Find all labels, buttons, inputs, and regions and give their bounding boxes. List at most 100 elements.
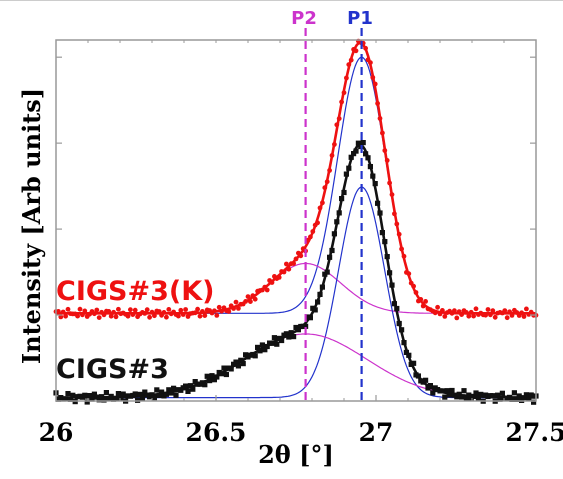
data-point-0 — [298, 253, 304, 259]
data-point-1 — [168, 390, 174, 396]
data-point-1 — [291, 334, 297, 340]
plot-frame — [55, 39, 537, 402]
data-point-1 — [403, 349, 409, 355]
data-point-1 — [427, 383, 433, 389]
data-point-0 — [291, 261, 296, 266]
data-point-0 — [106, 309, 112, 314]
data-point-0 — [101, 312, 107, 318]
data-point-1 — [149, 392, 155, 398]
data-point-1 — [87, 393, 93, 399]
data-point-1 — [471, 393, 477, 399]
data-point-1 — [401, 340, 407, 346]
data-point-1 — [255, 344, 261, 350]
data-point-0 — [519, 310, 524, 316]
data-point-1 — [375, 200, 381, 206]
data-point-1 — [108, 393, 114, 399]
data-point-1 — [348, 154, 354, 160]
x-tick-label: 26 — [39, 418, 74, 447]
data-point-1 — [343, 171, 349, 177]
data-point-0 — [276, 275, 282, 280]
data-point-1 — [370, 173, 376, 179]
fit-curve-0 — [56, 41, 536, 315]
data-point-1 — [391, 301, 397, 307]
data-point-1 — [531, 399, 537, 405]
data-point-1 — [387, 270, 393, 276]
data-point-1 — [214, 374, 220, 380]
data-point-0 — [344, 75, 349, 81]
data-point-0 — [178, 307, 184, 313]
data-point-0 — [418, 297, 424, 302]
data-point-1 — [259, 342, 265, 348]
data-point-0 — [435, 304, 440, 310]
data-point-1 — [327, 254, 333, 260]
data-point-1 — [444, 388, 450, 394]
data-point-1 — [91, 391, 97, 397]
data-point-0 — [80, 312, 85, 318]
data-point-0 — [142, 311, 148, 316]
data-point-1 — [219, 371, 225, 377]
data-point-0 — [401, 253, 407, 259]
data-point-0 — [411, 283, 416, 289]
data-point-0 — [94, 307, 100, 313]
data-point-1 — [303, 323, 309, 329]
data-point-0 — [394, 221, 400, 227]
data-point-1 — [63, 396, 69, 402]
data-point-1 — [82, 392, 88, 398]
data-point-1 — [190, 386, 196, 392]
data-point-1 — [355, 140, 361, 146]
data-point-0 — [406, 271, 412, 277]
data-point-1 — [207, 378, 213, 384]
data-point-1 — [99, 394, 105, 400]
y-axis-title: Intensity [Arb units] — [17, 88, 46, 364]
data-point-1 — [238, 357, 244, 363]
series-label-cigs3: CIGS#3 — [56, 354, 169, 385]
data-point-0 — [245, 294, 251, 299]
data-point-1 — [466, 392, 472, 398]
data-point-1 — [84, 399, 90, 405]
data-point-1 — [528, 392, 534, 398]
data-point-0 — [269, 280, 275, 285]
data-point-0 — [524, 306, 529, 312]
data-point-1 — [204, 373, 210, 379]
data-point-0 — [233, 299, 239, 305]
x-tick-label: 27.5 — [506, 418, 563, 447]
data-point-1 — [252, 353, 258, 359]
data-point-0 — [334, 122, 340, 128]
data-point-0 — [346, 62, 352, 67]
data-point-1 — [185, 388, 191, 394]
data-point-0 — [308, 234, 313, 240]
data-point-0 — [197, 313, 203, 319]
data-point-0 — [389, 192, 395, 198]
data-point-0 — [176, 313, 181, 319]
data-point-1 — [262, 347, 268, 353]
data-point-0 — [214, 313, 220, 318]
data-point-0 — [132, 307, 138, 313]
data-point-1 — [447, 392, 453, 398]
data-point-1 — [449, 387, 455, 394]
data-point-0 — [180, 312, 186, 317]
data-point-0 — [113, 314, 119, 320]
data-point-0 — [490, 308, 496, 314]
data-point-0 — [75, 313, 80, 319]
data-point-0 — [454, 315, 460, 321]
data-point-1 — [120, 391, 126, 397]
data-point-0 — [502, 308, 508, 313]
data-point-1 — [415, 373, 421, 379]
data-point-0 — [195, 306, 201, 312]
data-point-0 — [161, 310, 167, 315]
data-point-0 — [317, 205, 323, 211]
data-point-0 — [492, 314, 498, 320]
data-point-1 — [142, 389, 148, 395]
data-point-0 — [147, 314, 153, 320]
data-point-1 — [271, 335, 277, 341]
data-point-1 — [511, 390, 517, 396]
data-point-0 — [452, 308, 457, 314]
data-point-0 — [149, 309, 155, 315]
data-point-0 — [437, 311, 443, 317]
data-point-1 — [166, 387, 172, 393]
data-point-0 — [440, 308, 445, 313]
data-point-0 — [471, 313, 476, 319]
data-point-1 — [334, 219, 340, 225]
data-point-1 — [163, 391, 169, 397]
